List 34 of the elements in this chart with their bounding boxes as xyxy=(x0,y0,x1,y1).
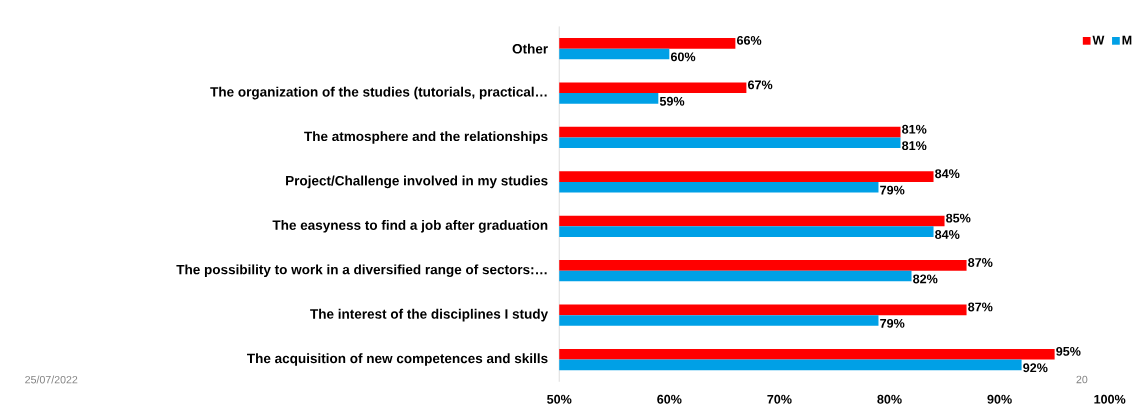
data-label: 84% xyxy=(935,169,960,179)
text: 25/07/2022 xyxy=(25,375,78,384)
y-tick-label: The possibility to work in a diversified range of sectors:… xyxy=(176,264,547,278)
data-label: 82% xyxy=(913,274,938,284)
data-label: 95% xyxy=(1056,346,1081,356)
data-label: 59% xyxy=(659,96,685,106)
data-label: 92% xyxy=(1023,363,1048,373)
y-tick-label: The atmosphere and the relationships xyxy=(304,131,548,144)
x-tick-label: 70% xyxy=(767,394,792,404)
y-tick-label: The easyness to find a job after graduation xyxy=(272,219,548,233)
x-tick-label: 50% xyxy=(547,394,572,404)
data-label: 67% xyxy=(748,80,773,90)
legend-label: M xyxy=(1122,35,1132,45)
annotation: 20 xyxy=(1076,375,1088,384)
legend-label: W xyxy=(1092,35,1105,45)
x-tick-label: 100% xyxy=(1094,394,1126,404)
y-tick-label: Other xyxy=(512,43,548,54)
x-tick-label: 80% xyxy=(877,394,902,404)
data-label: 87% xyxy=(968,258,993,267)
data-label: 66% xyxy=(736,36,762,45)
data-label: 81% xyxy=(902,141,927,151)
x-tick-label: 60% xyxy=(657,394,682,404)
data-label: 79% xyxy=(880,185,905,195)
data-label: 87% xyxy=(968,302,993,312)
y-tick-label: Project/Challenge involved in my studies xyxy=(286,175,548,189)
data-label: 60% xyxy=(670,52,696,62)
x-tick-label: 90% xyxy=(987,394,1012,404)
data-label: 85% xyxy=(946,213,971,223)
y-tick-label: The acquisition of new competences and skills xyxy=(247,353,548,366)
y-tick-label: The interest of the disciplines I study xyxy=(310,308,549,322)
data-label: 84% xyxy=(935,230,960,239)
data-label: 79% xyxy=(880,318,905,328)
data-label: 81% xyxy=(902,124,927,134)
y-tick-label: The organization of the studies (tutorials, practical… xyxy=(210,86,547,100)
